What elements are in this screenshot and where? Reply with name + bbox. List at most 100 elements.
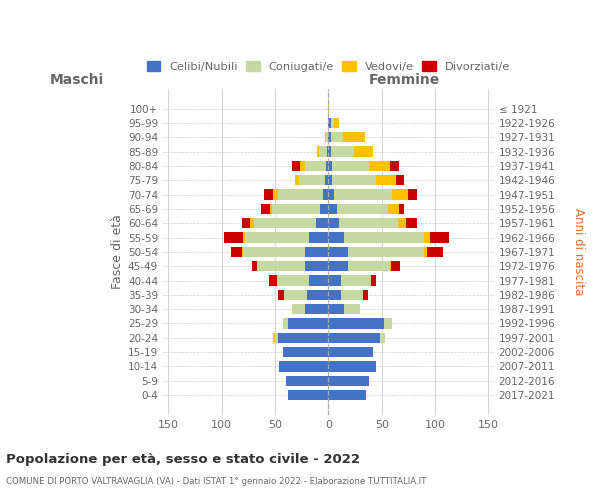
Bar [334, 190, 392, 200]
Bar [328, 376, 369, 386]
Bar [334, 118, 339, 128]
Bar [284, 290, 307, 300]
Bar [430, 232, 449, 242]
Bar [283, 347, 328, 358]
Bar [326, 160, 328, 171]
Bar [343, 132, 365, 142]
Bar [339, 218, 398, 228]
Bar [305, 160, 326, 171]
Bar [371, 276, 376, 285]
Bar [243, 246, 305, 257]
Bar [278, 290, 284, 300]
Bar [305, 246, 328, 257]
Bar [251, 261, 257, 272]
Bar [424, 232, 430, 242]
Bar [424, 246, 427, 257]
Bar [325, 175, 328, 186]
Bar [328, 390, 366, 400]
Bar [328, 104, 329, 114]
Bar [347, 261, 390, 272]
Legend: Celibi/Nubili, Coniugati/e, Vedovi/e, Divorziati/e: Celibi/Nubili, Coniugati/e, Vedovi/e, Di… [142, 56, 515, 77]
Bar [328, 204, 337, 214]
Bar [277, 276, 309, 285]
Text: COMUNE DI PORTO VALTRAVAGLIA (VA) - Dati ISTAT 1° gennaio 2022 - Elaborazione TU: COMUNE DI PORTO VALTRAVAGLIA (VA) - Dati… [6, 478, 427, 486]
Bar [328, 332, 380, 343]
Bar [257, 261, 305, 272]
Bar [328, 362, 376, 372]
Bar [392, 190, 409, 200]
Bar [328, 190, 334, 200]
Bar [288, 390, 328, 400]
Bar [307, 290, 328, 300]
Bar [224, 232, 243, 242]
Bar [332, 160, 369, 171]
Bar [398, 218, 406, 228]
Bar [323, 190, 328, 200]
Bar [395, 175, 404, 186]
Bar [391, 261, 400, 272]
Bar [328, 246, 347, 257]
Bar [337, 204, 388, 214]
Bar [283, 318, 288, 328]
Bar [272, 204, 320, 214]
Bar [331, 118, 334, 128]
Bar [331, 132, 343, 142]
Bar [326, 132, 328, 142]
Bar [309, 276, 328, 285]
Bar [328, 232, 344, 242]
Bar [341, 290, 362, 300]
Bar [295, 175, 299, 186]
Bar [273, 332, 275, 343]
Text: Maschi: Maschi [50, 73, 104, 87]
Bar [328, 304, 344, 314]
Bar [399, 204, 404, 214]
Bar [305, 304, 328, 314]
Bar [270, 204, 272, 214]
Bar [319, 146, 328, 156]
Bar [332, 175, 376, 186]
Bar [292, 304, 305, 314]
Bar [390, 261, 391, 272]
Bar [305, 261, 328, 272]
Bar [427, 246, 443, 257]
Bar [328, 132, 331, 142]
Bar [245, 232, 309, 242]
Text: Femmine: Femmine [369, 73, 440, 87]
Bar [286, 376, 328, 386]
Bar [316, 218, 328, 228]
Bar [261, 204, 270, 214]
Bar [328, 347, 373, 358]
Bar [288, 318, 328, 328]
Bar [328, 261, 347, 272]
Bar [390, 160, 399, 171]
Bar [299, 175, 325, 186]
Bar [328, 318, 384, 328]
Bar [362, 290, 368, 300]
Bar [250, 218, 254, 228]
Text: Popolazione per età, sesso e stato civile - 2022: Popolazione per età, sesso e stato civil… [6, 452, 360, 466]
Bar [265, 190, 273, 200]
Bar [269, 276, 277, 285]
Y-axis label: Anni di nascita: Anni di nascita [572, 208, 585, 296]
Bar [325, 132, 326, 142]
Bar [328, 175, 332, 186]
Y-axis label: Fasce di età: Fasce di età [111, 214, 124, 290]
Bar [344, 304, 361, 314]
Bar [347, 246, 424, 257]
Bar [354, 146, 373, 156]
Bar [376, 175, 395, 186]
Bar [409, 190, 417, 200]
Bar [328, 276, 341, 285]
Bar [369, 160, 390, 171]
Bar [278, 190, 323, 200]
Bar [328, 218, 339, 228]
Bar [320, 204, 328, 214]
Bar [341, 276, 371, 285]
Bar [328, 146, 331, 156]
Bar [242, 246, 243, 257]
Bar [384, 318, 392, 328]
Bar [299, 160, 305, 171]
Bar [344, 232, 424, 242]
Bar [254, 218, 316, 228]
Bar [280, 362, 328, 372]
